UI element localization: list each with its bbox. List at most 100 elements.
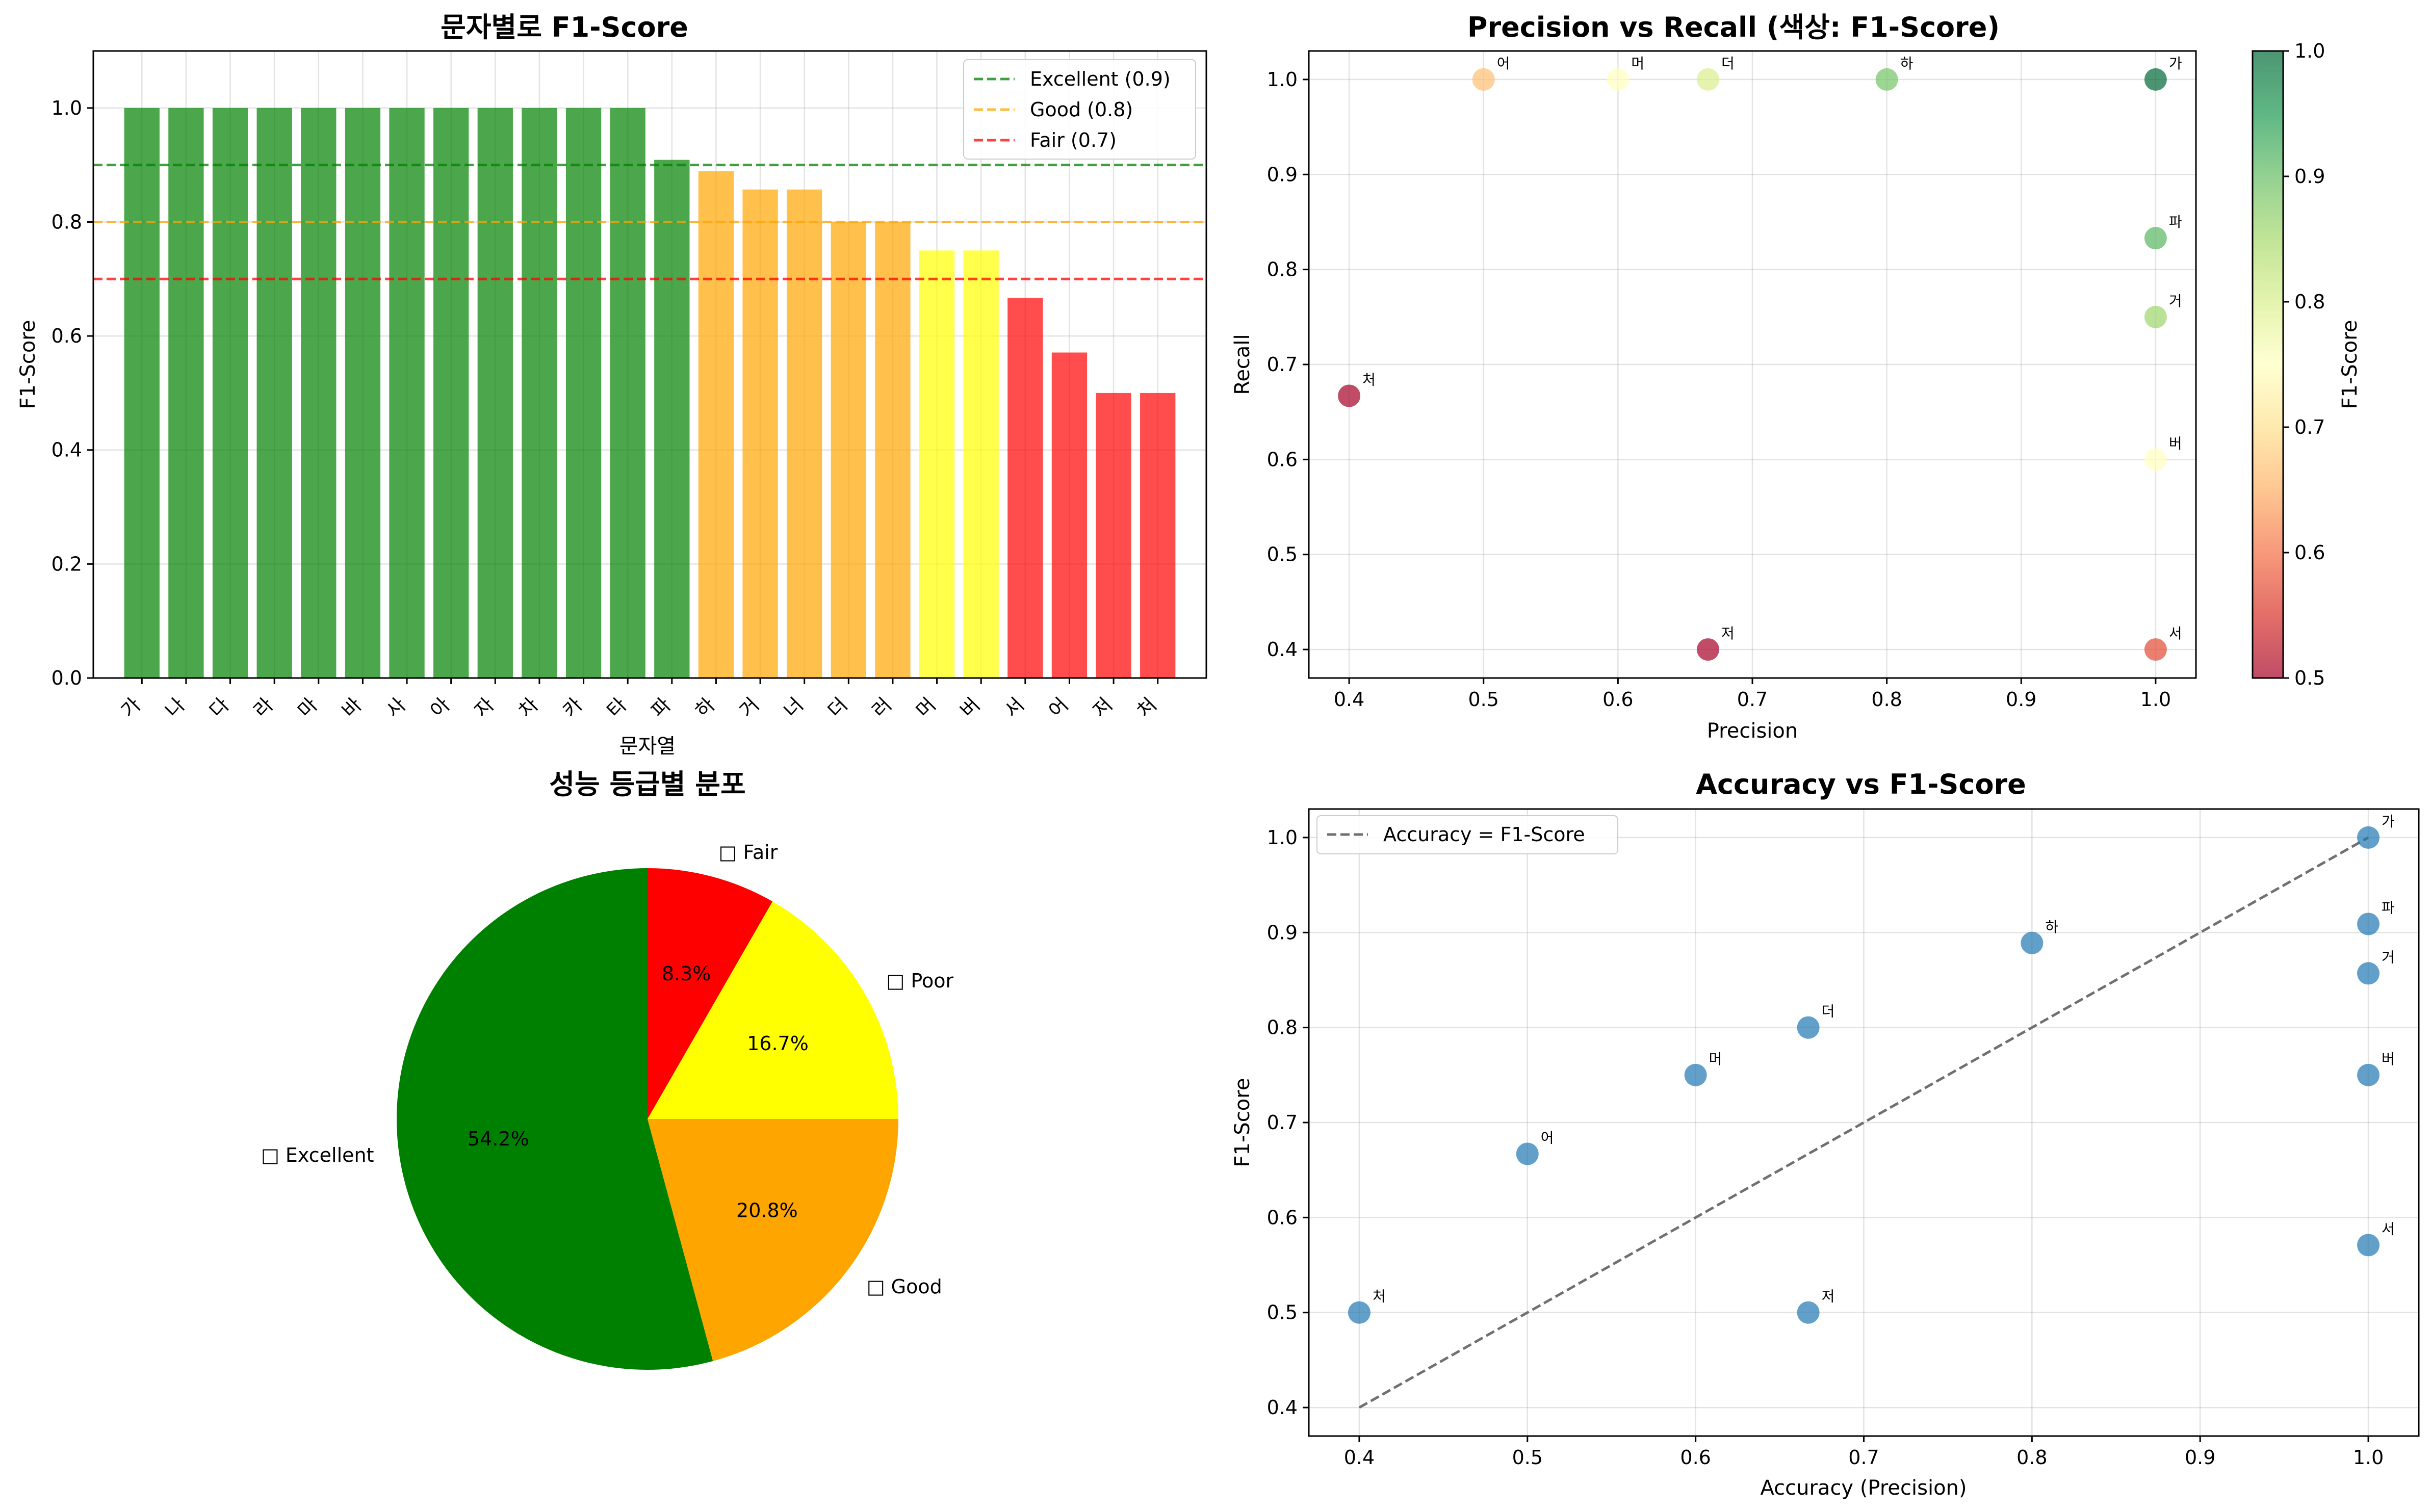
bar-chart-y-tick-label: 0.4 <box>51 439 82 461</box>
bar <box>389 108 425 679</box>
bar <box>477 108 513 679</box>
scatter-point <box>2357 1234 2380 1257</box>
colorbar-tick-label: 0.9 <box>2294 165 2325 188</box>
pie-chart-slices <box>396 868 898 1370</box>
pie-slice-label: □ Excellent <box>261 1144 374 1166</box>
bar-chart-x-tick-label: 파 <box>646 693 675 722</box>
accuracy-f1-y-tick-label: 0.7 <box>1267 1111 1298 1134</box>
bar-chart-x-tick-label: 아 <box>426 693 454 722</box>
bar-chart-x-tick-label: 하 <box>691 693 719 722</box>
bar <box>212 108 248 679</box>
bar <box>124 108 160 679</box>
bar-chart-x-tick-label: 사 <box>382 693 410 722</box>
point-label: 거 <box>2382 949 2395 966</box>
point-label: 거 <box>2169 293 2182 309</box>
bar <box>168 108 204 679</box>
point-label: 서 <box>2169 625 2182 642</box>
point-label: 어 <box>1541 1130 1554 1146</box>
bar <box>1096 393 1131 678</box>
scatter-point <box>2144 68 2167 91</box>
point-label: 저 <box>1721 625 1735 642</box>
point-label: 하 <box>1900 55 1913 72</box>
bar-chart-x-tick-label: 머 <box>912 693 940 722</box>
bar-chart-x-tick-label: 마 <box>293 693 322 722</box>
scatter-point <box>2144 638 2167 661</box>
bar-chart-x-tick-label: 나 <box>161 693 189 722</box>
pie-slice-label: □ Good <box>867 1275 942 1298</box>
point-label: 하 <box>2045 919 2058 935</box>
accuracy-f1-title: Accuracy vs F1-Score <box>1696 768 2026 800</box>
scatter-point <box>1875 68 1898 91</box>
accuracy-f1-y-tick-label: 1.0 <box>1267 826 1298 849</box>
scatter-point <box>1697 638 1719 661</box>
bar-chart-x-tick-label: 자 <box>470 693 499 722</box>
accuracy-f1-reference-line <box>1358 836 2369 1409</box>
bar-chart-y-tick-label: 0.2 <box>51 553 82 575</box>
bar <box>919 250 955 678</box>
accuracy-f1-x-tick-label: 0.7 <box>1848 1446 1879 1469</box>
point-label: 서 <box>2382 1220 2395 1237</box>
bar-chart-x-tick-label: 처 <box>1132 693 1161 722</box>
colorbar-tick-label: 1.0 <box>2294 40 2325 62</box>
pie-chart-title: 성능 등급별 분포 <box>549 768 745 800</box>
legend-label: Fair (0.7) <box>1030 129 1117 151</box>
precision-recall-x-tick-label: 0.9 <box>2006 688 2036 711</box>
identity-line <box>1358 836 2369 1409</box>
accuracy-f1-x-tick-label: 0.5 <box>1512 1446 1543 1469</box>
bar-chart-x-tick-label: 서 <box>1000 693 1028 722</box>
bar <box>1007 298 1043 678</box>
bar <box>345 108 381 679</box>
pie-chart-labels: 54.2% □ Excellent 20.8% □ Good 16.7% □ Poor 8.… <box>261 841 954 1298</box>
pie-slice <box>648 1119 898 1361</box>
bar-chart-y-tick-label: 1.0 <box>51 97 82 119</box>
scatter-point <box>2357 962 2380 985</box>
precision-recall-x-tick-label: 0.7 <box>1737 688 1768 711</box>
bar-chart-x-tick-label: 가 <box>117 693 145 722</box>
colorbar-tick-label: 0.7 <box>2294 416 2325 438</box>
precision-recall-x-label: Precision <box>1707 719 1798 743</box>
point-label: 머 <box>1709 1051 1722 1067</box>
precision-recall-y-tick-label: 0.6 <box>1267 448 1298 471</box>
colorbar-tick-label: 0.6 <box>2294 541 2325 564</box>
pie-slice-label: □ Poor <box>886 970 953 992</box>
bar-chart-x-tick-label: 저 <box>1089 693 1117 722</box>
bar <box>565 108 602 679</box>
accuracy-f1-legend: Accuracy = F1-Score <box>1316 815 1618 854</box>
point-label: 가 <box>2382 813 2395 830</box>
bar-chart-y-tick-label: 0.0 <box>51 667 82 689</box>
scatter-point <box>1684 1063 1707 1086</box>
point-label: 처 <box>1362 372 1376 388</box>
colorbar-bar <box>2252 50 2284 679</box>
point-label: 머 <box>1631 55 1644 72</box>
accuracy-f1-x-tick-label: 1.0 <box>2353 1446 2384 1469</box>
bar-chart-x-tick-label: 러 <box>867 693 896 722</box>
bar-chart-y-label: F1-Score <box>16 320 40 409</box>
accuracy-f1-ticks: 0.4 0.5 0.6 0.7 0.8 0.9 1.0 0.4 0.5 0.6 0.7 0.8 0.9 1… <box>1267 826 2384 1469</box>
scatter-point <box>2357 1063 2380 1086</box>
point-label: 어 <box>1497 55 1510 72</box>
scatter-point <box>1472 68 1495 91</box>
legend-label: Accuracy = F1-Score <box>1383 823 1585 846</box>
point-label: 더 <box>1822 1003 1835 1020</box>
bar <box>522 108 557 679</box>
bar-chart-title: 문자별로 F1-Score <box>441 11 688 43</box>
bar-chart-y-tick-label: 0.6 <box>51 325 82 347</box>
precision-recall-x-tick-label: 0.6 <box>1602 688 1633 711</box>
bar-chart-x-tick-label: 너 <box>779 693 808 722</box>
precision-recall-y-tick-label: 1.0 <box>1267 68 1298 91</box>
bar-chart-x-tick-label: 버 <box>956 693 985 722</box>
precision-recall-x-tick-label: 1.0 <box>2140 688 2171 711</box>
accuracy-f1-x-tick-label: 0.4 <box>1344 1446 1375 1469</box>
scatter-point <box>1797 1301 1820 1324</box>
bar <box>433 108 469 679</box>
bar-chart-y-tick-label: 0.8 <box>51 211 82 233</box>
scatter-point <box>2144 227 2167 250</box>
bar-chart-x-tick-label: 라 <box>249 693 278 722</box>
pie-pct-label: 8.3% <box>662 962 711 985</box>
pie-pct-label: 16.7% <box>747 1032 809 1055</box>
scatter-point <box>1697 68 1719 91</box>
precision-recall-x-tick-label: 0.4 <box>1334 688 1364 711</box>
